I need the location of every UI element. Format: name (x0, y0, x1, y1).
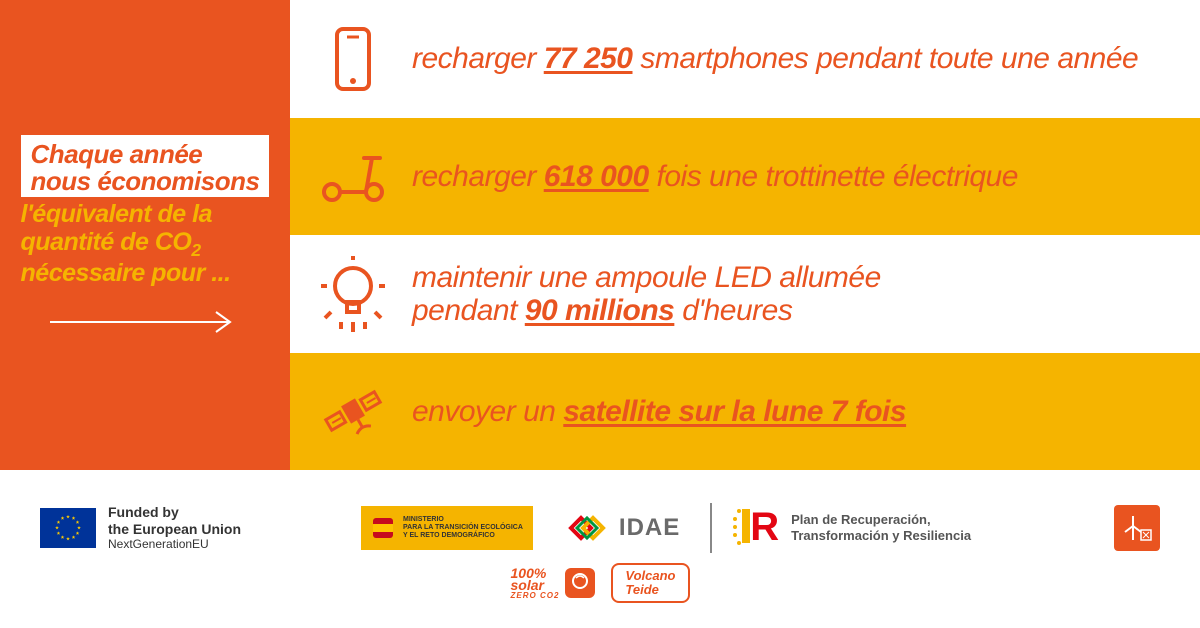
wind-energy-badge (1114, 505, 1160, 551)
arrow-right-icon (50, 309, 240, 335)
fact-text: recharger 77 250 smartphones pendant tou… (412, 42, 1138, 75)
fact-post: d'heures (682, 294, 792, 327)
fact-post: fois une trottinette électrique (649, 160, 1018, 193)
divider-icon (710, 503, 712, 553)
ministerio-logo: MINISTERIOPARA LA TRANSICIÓN ECOLÓGICAY … (361, 506, 533, 550)
eu-line1: Funded by (108, 504, 241, 521)
spain-crest-icon (371, 514, 395, 542)
headline-line1: Chaque année (31, 141, 260, 168)
fact-row-scooter: recharger 618 000 fois une trottinette é… (290, 118, 1200, 236)
fact-pre: recharger (412, 42, 544, 75)
plan-text: Plan de Recuperación,Transformación y Re… (791, 512, 971, 543)
idae-mark-icon (563, 510, 611, 546)
phone-icon (333, 27, 373, 91)
fact-post: smartphones pendant toute une année (633, 42, 1139, 75)
scooter-icon (318, 148, 388, 204)
fact-row-smartphone: recharger 77 250 smartphones pendant tou… (290, 0, 1200, 118)
fact-text: envoyer un satellite sur la lune 7 fois (412, 395, 906, 428)
wind-turbine-icon (1121, 512, 1153, 544)
eu-flag-icon (40, 508, 96, 548)
fact-bold: 77 250 (544, 42, 633, 75)
footer-row-2: 100% solar ZERO CO2 VolcanoTeide (40, 563, 1160, 604)
fact-row-satellite: envoyer un satellite sur la lune 7 fois (290, 353, 1200, 471)
headline-badge: Chaque année nous économisons (21, 135, 270, 198)
fact-text: recharger 618 000 fois une trottinette é… (412, 160, 1018, 193)
headline-line2: nous économisons (31, 168, 260, 195)
plan-r-icon: R (750, 505, 779, 549)
idae-text: IDAE (619, 514, 680, 542)
footer-row-1: Funded by the European Union NextGenerat… (40, 503, 1160, 553)
top-section: Chaque année nous économisons l'équivale… (0, 0, 1200, 470)
footer-logos: Funded by the European Union NextGenerat… (0, 470, 1200, 628)
fact-bold: 90 millions (525, 294, 675, 327)
satellite-icon (319, 377, 387, 445)
solar-l3: ZERO CO2 (511, 592, 560, 599)
volcano-teide-badge: VolcanoTeide (611, 563, 689, 604)
fact-pre: envoyer un (412, 395, 563, 428)
eu-line3: NextGenerationEU (108, 537, 241, 551)
headline-sub: l'équivalent de laquantité de CO2nécessa… (21, 201, 270, 287)
plan-recuperacion-logo: R Plan de Recuperación,Transformación y … (742, 505, 971, 550)
fact-pre: recharger (412, 160, 544, 193)
headline-panel: Chaque année nous économisons l'équivale… (0, 0, 290, 470)
fact-bold: satellite sur la lune 7 fois (563, 395, 906, 428)
solar-panel-icon (565, 568, 595, 598)
bulb-icon (321, 256, 385, 332)
fact-text: maintenir une ampoule LED alluméependant… (412, 261, 881, 327)
ministerio-text: MINISTERIOPARA LA TRANSICIÓN ECOLÓGICAY … (403, 516, 523, 539)
fact-row-bulb: maintenir une ampoule LED alluméependant… (290, 235, 1200, 353)
facts-list: recharger 77 250 smartphones pendant tou… (290, 0, 1200, 470)
fact-bold: 618 000 (544, 160, 649, 193)
eu-funding-logo: Funded by the European Union NextGenerat… (40, 504, 241, 552)
eu-line2: the European Union (108, 521, 241, 538)
solar-badge: 100% solar ZERO CO2 (511, 567, 596, 599)
idae-logo: IDAE (563, 510, 680, 546)
